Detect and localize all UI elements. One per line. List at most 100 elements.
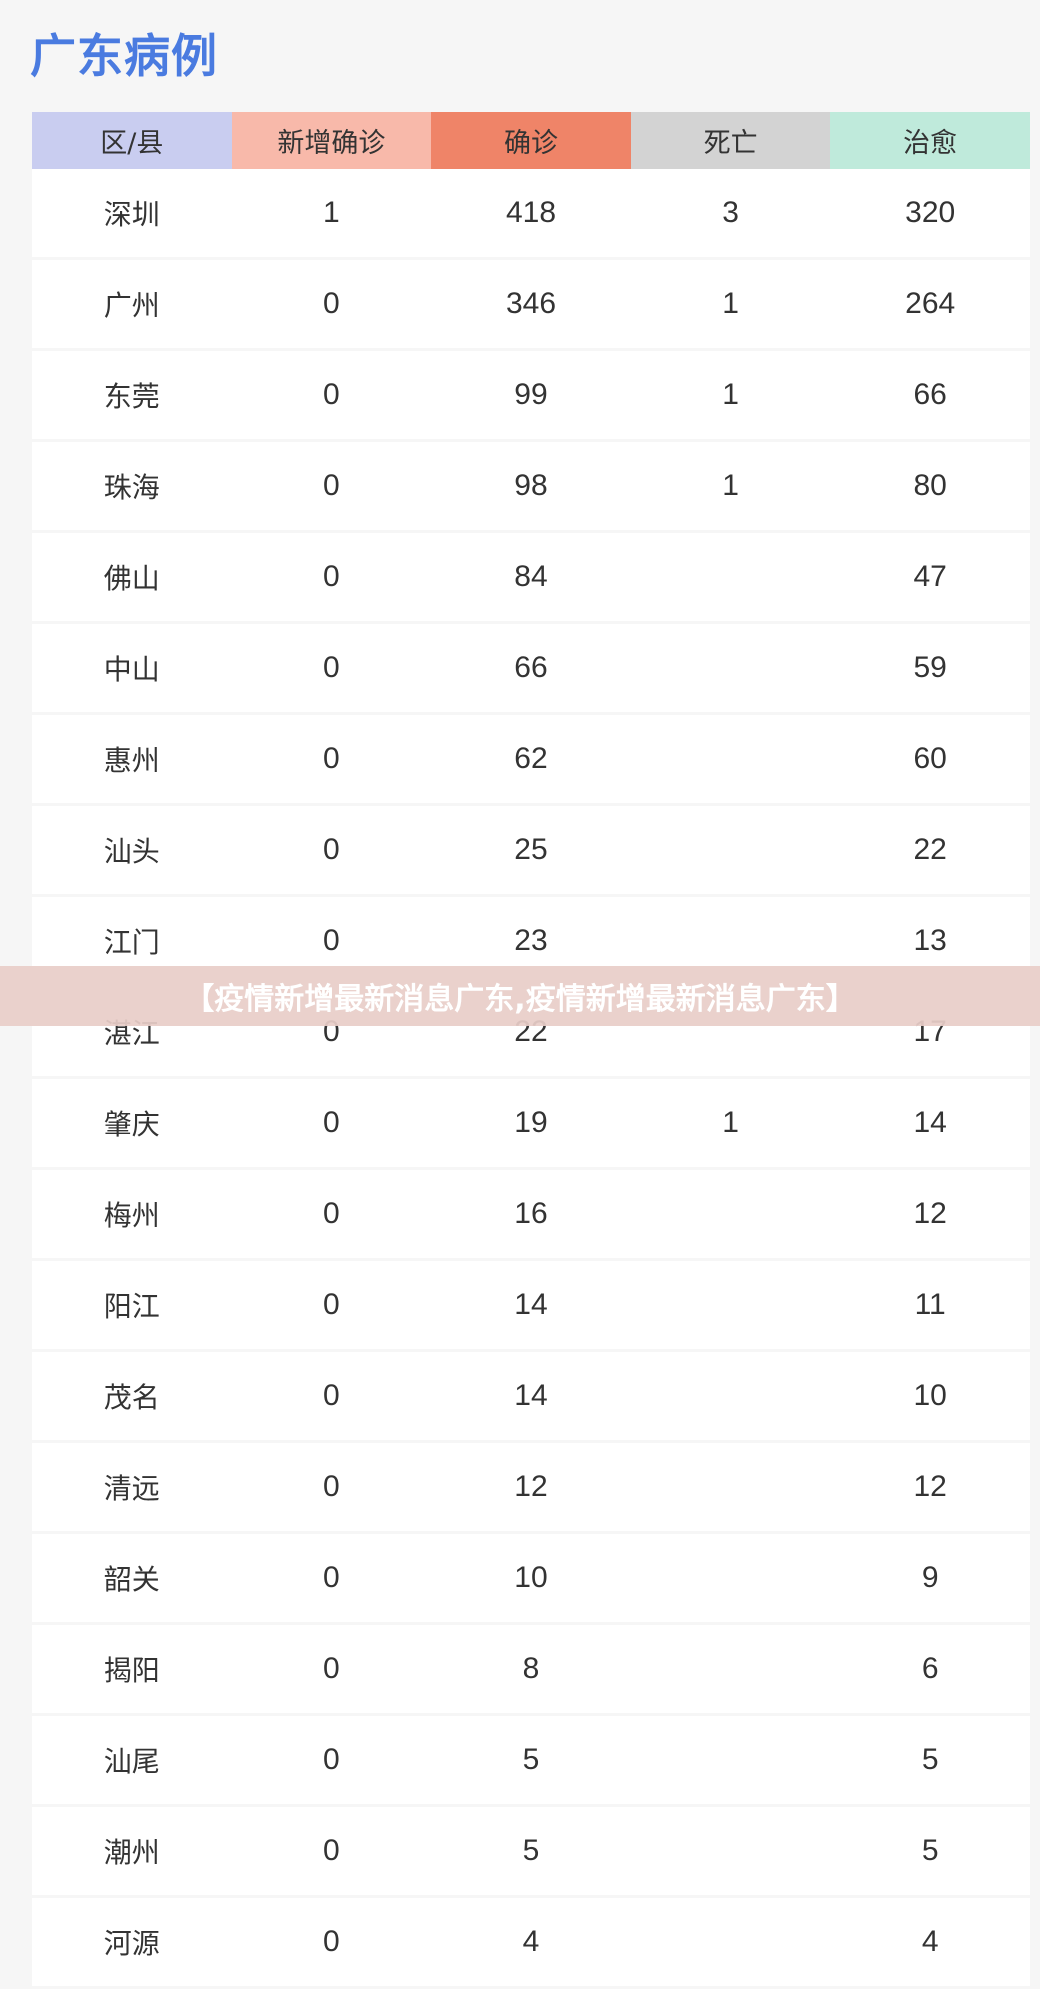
cell-confirmed: 98 xyxy=(514,469,548,502)
cell-confirmed: 84 xyxy=(514,560,548,593)
table-row: 揭阳 0 8 6 xyxy=(32,1625,1030,1713)
cell-new-confirmed: 1 xyxy=(323,196,340,229)
cell-new-confirmed: 0 xyxy=(323,1834,340,1867)
cell-new-confirmed: 0 xyxy=(323,1106,340,1139)
table-row: 茂名 0 14 10 xyxy=(32,1352,1030,1440)
table-row: 深圳 1 418 3 320 xyxy=(32,169,1030,257)
table-row: 汕头 0 25 22 xyxy=(32,806,1030,894)
cell-deaths xyxy=(631,1898,831,1986)
cell-cured: 264 xyxy=(905,287,956,320)
cell-new-confirmed: 0 xyxy=(323,924,340,957)
cell-cured: 9 xyxy=(921,1561,939,1594)
table-row: 汕尾 0 5 5 xyxy=(32,1716,1030,1804)
table-row: 惠州 0 62 60 xyxy=(32,715,1030,803)
cell-deaths xyxy=(631,1170,831,1258)
cell-cured: 11 xyxy=(914,1288,946,1321)
cell-region: 韶关 xyxy=(103,1563,160,1596)
cell-deaths: 1 xyxy=(722,287,739,320)
cell-new-confirmed: 0 xyxy=(323,742,340,775)
cell-region: 河源 xyxy=(103,1927,160,1960)
table-row: 清远 0 12 12 xyxy=(32,1443,1030,1531)
cell-region: 茂名 xyxy=(103,1381,160,1414)
table-row: 广州 0 346 1 264 xyxy=(32,260,1030,348)
table-row: 东莞 0 99 1 66 xyxy=(32,351,1030,439)
cell-confirmed: 418 xyxy=(505,196,557,229)
cell-new-confirmed: 0 xyxy=(323,1197,340,1230)
cell-deaths xyxy=(631,1807,831,1895)
cell-cured: 60 xyxy=(913,742,947,775)
table-row: 韶关 0 10 9 xyxy=(32,1534,1030,1622)
cell-region: 深圳 xyxy=(103,198,160,231)
cell-region: 惠州 xyxy=(103,744,160,777)
cell-deaths xyxy=(631,1443,831,1531)
cell-deaths: 1 xyxy=(722,378,739,411)
cell-region: 佛山 xyxy=(103,562,160,595)
cell-confirmed: 12 xyxy=(514,1470,548,1503)
cell-confirmed: 10 xyxy=(514,1561,548,1594)
cell-region: 梅州 xyxy=(103,1199,160,1232)
cell-new-confirmed: 0 xyxy=(323,287,340,320)
cell-cured: 47 xyxy=(913,560,947,593)
cell-cured: 4 xyxy=(921,1925,939,1958)
cell-confirmed: 99 xyxy=(514,378,548,411)
cell-region: 珠海 xyxy=(103,471,160,504)
cell-cured: 5 xyxy=(921,1743,939,1776)
cell-cured: 10 xyxy=(913,1379,947,1412)
header-region[interactable]: 区/县 xyxy=(32,112,232,169)
table-row: 中山 0 66 59 xyxy=(32,624,1030,712)
cell-confirmed: 23 xyxy=(514,924,548,957)
cell-cured: 80 xyxy=(913,469,947,502)
cell-deaths xyxy=(631,1352,831,1440)
cell-cured: 12 xyxy=(913,1470,947,1503)
cell-deaths xyxy=(631,533,831,621)
header-cured[interactable]: 治愈 xyxy=(830,112,1030,169)
cell-new-confirmed: 0 xyxy=(323,378,340,411)
header-deaths[interactable]: 死亡 xyxy=(630,112,831,169)
table-row: 珠海 0 98 1 80 xyxy=(32,442,1030,530)
cell-confirmed: 5 xyxy=(522,1834,540,1867)
cell-region: 广州 xyxy=(103,289,160,322)
cell-cured: 66 xyxy=(913,378,947,411)
cell-cured: 13 xyxy=(913,924,947,957)
header-confirmed[interactable]: 确诊 xyxy=(431,112,631,169)
table-row: 阳江 0 14 11 xyxy=(32,1261,1030,1349)
cell-new-confirmed: 0 xyxy=(323,560,340,593)
cell-cured: 6 xyxy=(921,1652,939,1685)
cell-region: 江门 xyxy=(103,926,160,959)
cell-new-confirmed: 0 xyxy=(323,469,340,502)
cell-confirmed: 4 xyxy=(522,1925,540,1958)
page-title: 广东病例 xyxy=(30,29,218,83)
cell-deaths xyxy=(631,624,831,712)
cell-confirmed: 14 xyxy=(514,1379,548,1412)
table-row: 佛山 0 84 47 xyxy=(32,533,1030,621)
cell-deaths xyxy=(631,1534,831,1622)
cell-new-confirmed: 0 xyxy=(323,1470,340,1503)
cell-region: 潮州 xyxy=(103,1836,160,1869)
cell-region: 汕尾 xyxy=(103,1745,160,1778)
header-new-confirmed[interactable]: 新增确诊 xyxy=(231,112,432,169)
title-banner: 【疫情新增最新消息广东,疫情新增最新消息广东】 xyxy=(0,966,1040,1026)
cell-region: 肇庆 xyxy=(103,1108,160,1141)
cell-confirmed: 8 xyxy=(522,1652,540,1685)
cell-new-confirmed: 0 xyxy=(323,1743,340,1776)
cell-confirmed: 25 xyxy=(514,833,548,866)
cell-confirmed: 16 xyxy=(514,1197,548,1230)
cell-new-confirmed: 0 xyxy=(323,1379,340,1412)
table-row: 梅州 0 16 12 xyxy=(32,1170,1030,1258)
cell-confirmed: 62 xyxy=(514,742,548,775)
cell-deaths xyxy=(631,806,831,894)
table-body: 深圳 1 418 3 320 广州 0 346 1 264 东莞 0 99 1 66 珠海 0 98 1 80 佛山 0 8… xyxy=(32,169,1030,1986)
cell-confirmed: 19 xyxy=(514,1106,548,1139)
cell-new-confirmed: 0 xyxy=(323,1652,340,1685)
cell-new-confirmed: 0 xyxy=(323,1288,340,1321)
cell-cured: 5 xyxy=(921,1834,939,1867)
cell-confirmed: 66 xyxy=(514,651,548,684)
cell-deaths xyxy=(631,1716,831,1804)
cell-confirmed: 14 xyxy=(514,1288,548,1321)
cell-region: 汕头 xyxy=(103,835,160,868)
cell-region: 清远 xyxy=(103,1472,160,1505)
cell-region: 揭阳 xyxy=(103,1654,160,1687)
table-row: 河源 0 4 4 xyxy=(32,1898,1030,1986)
cell-new-confirmed: 0 xyxy=(323,651,340,684)
cell-new-confirmed: 0 xyxy=(323,833,340,866)
